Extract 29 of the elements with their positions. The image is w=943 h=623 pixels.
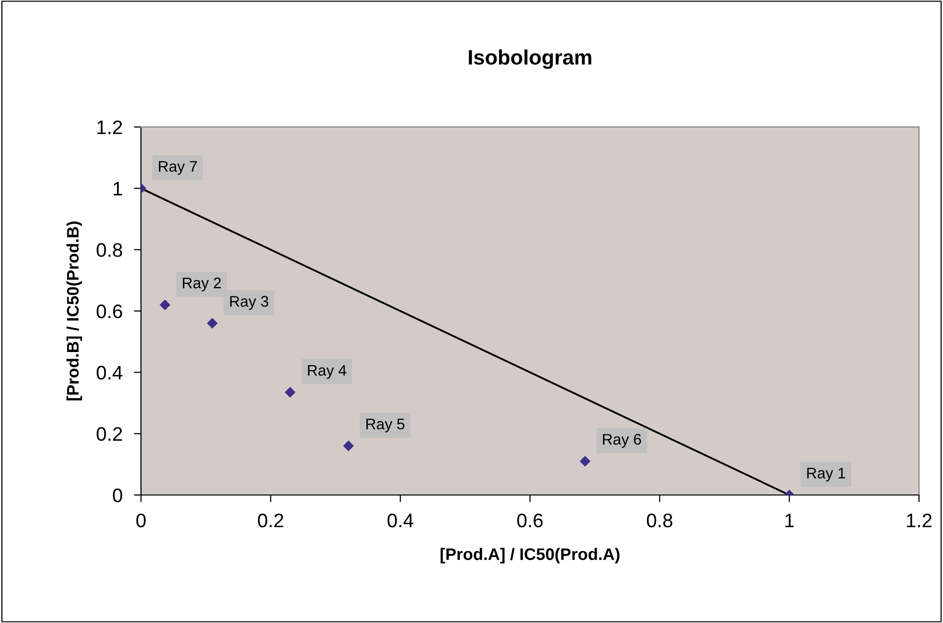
y-tick-label: 0.2 xyxy=(96,427,122,441)
x-tick-label: 0.4 xyxy=(388,514,414,528)
y-tick-label: 0.8 xyxy=(96,243,122,257)
annotation: Ray 3 xyxy=(230,296,268,310)
y-tick-label: 0 xyxy=(112,488,122,502)
chart-title: Isobologram xyxy=(468,49,592,69)
y-tick-label: 0.6 xyxy=(96,304,122,318)
y-tick-label: 1 xyxy=(114,182,122,196)
annotation: Ray 2 xyxy=(182,278,221,292)
annotation: Ray 1 xyxy=(807,468,846,482)
x-tick-label: 1 xyxy=(785,514,794,528)
x-tick-label: 0.8 xyxy=(646,514,672,528)
x-tick-label: 0 xyxy=(136,514,146,528)
y-axis-title: [Prod.B] / IC50(Prod.B) xyxy=(66,222,82,400)
point xyxy=(343,440,354,452)
x-tick-label: 0.6 xyxy=(517,514,543,528)
point xyxy=(160,299,170,310)
annotation: Ray 7 xyxy=(158,161,197,175)
annotation: Ray 6 xyxy=(603,434,642,448)
x-tick-label: 1.2 xyxy=(906,514,932,528)
annotation: Ray 4 xyxy=(308,365,346,379)
point xyxy=(284,386,296,398)
annotation: Ray 5 xyxy=(366,418,404,432)
x-axis-title: [Prod.A] / IC50(Prod.A) xyxy=(440,548,620,564)
y-tick-label: 0.4 xyxy=(96,366,122,380)
y-tick-label: 1.2 xyxy=(97,120,122,134)
point xyxy=(206,318,218,329)
x-tick-label: 0.2 xyxy=(258,514,284,528)
point xyxy=(580,456,590,467)
